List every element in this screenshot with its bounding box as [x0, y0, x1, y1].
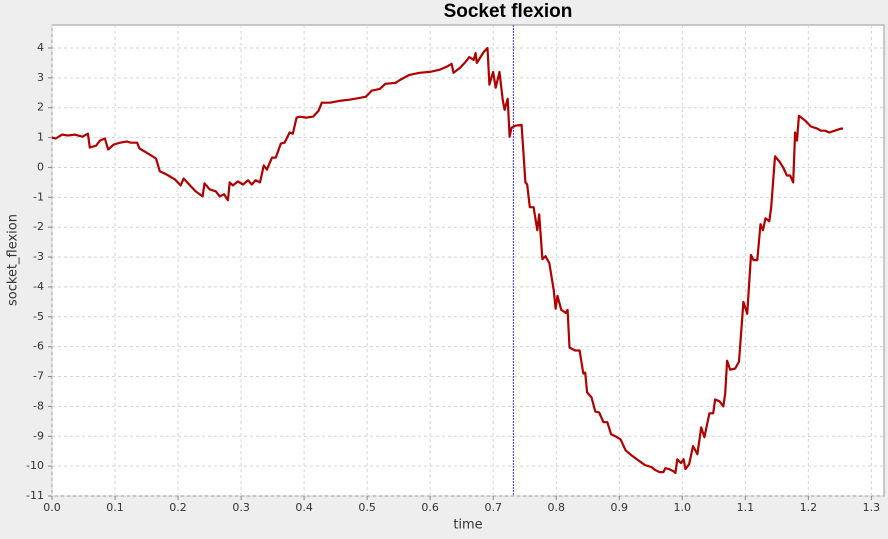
y-tick-label: 1: [37, 131, 44, 144]
x-tick-label: 0.1: [106, 501, 124, 514]
x-axis-title: time: [453, 518, 482, 533]
y-tick-label: -11: [26, 489, 44, 502]
y-tick-label: 3: [37, 71, 44, 84]
y-tick-label: -10: [26, 459, 44, 472]
y-tick-label: -3: [33, 250, 44, 263]
x-tick-label: 0.6: [421, 501, 439, 514]
y-tick-label: -8: [33, 399, 44, 412]
x-tick-label: 0.3: [232, 501, 250, 514]
x-tick-label: 0.5: [358, 501, 376, 514]
y-tick-label: -1: [33, 190, 44, 203]
data-line: [51, 46, 843, 475]
y-tick-label: -5: [33, 310, 44, 323]
x-tick-label: 0.2: [169, 501, 187, 514]
chart-title: Socket flexion: [444, 1, 573, 22]
x-tick-label: 1.3: [863, 501, 881, 514]
x-tick-label: 1.0: [674, 501, 692, 514]
x-tick-label: 0.8: [547, 501, 565, 514]
y-tick-label: -6: [33, 340, 44, 353]
x-tick-label: 0.4: [295, 501, 313, 514]
plot-area: [51, 24, 885, 497]
x-tick-label: 0.0: [43, 501, 61, 514]
y-tick-label: -2: [33, 220, 44, 233]
y-tick-label: 4: [37, 41, 44, 54]
y-tick-label: -7: [33, 370, 44, 383]
x-tick-label: 1.1: [737, 501, 755, 514]
y-tick-label: 0: [37, 160, 44, 173]
y-axis-title: socket_flexion: [6, 214, 21, 306]
y-tick-label: -4: [33, 280, 44, 293]
y-tick-label: -9: [33, 429, 44, 442]
y-tick-label: 2: [37, 101, 44, 114]
x-tick-label: 0.9: [611, 501, 629, 514]
x-tick-label: 0.7: [484, 501, 502, 514]
x-tick-label: 1.2: [800, 501, 818, 514]
